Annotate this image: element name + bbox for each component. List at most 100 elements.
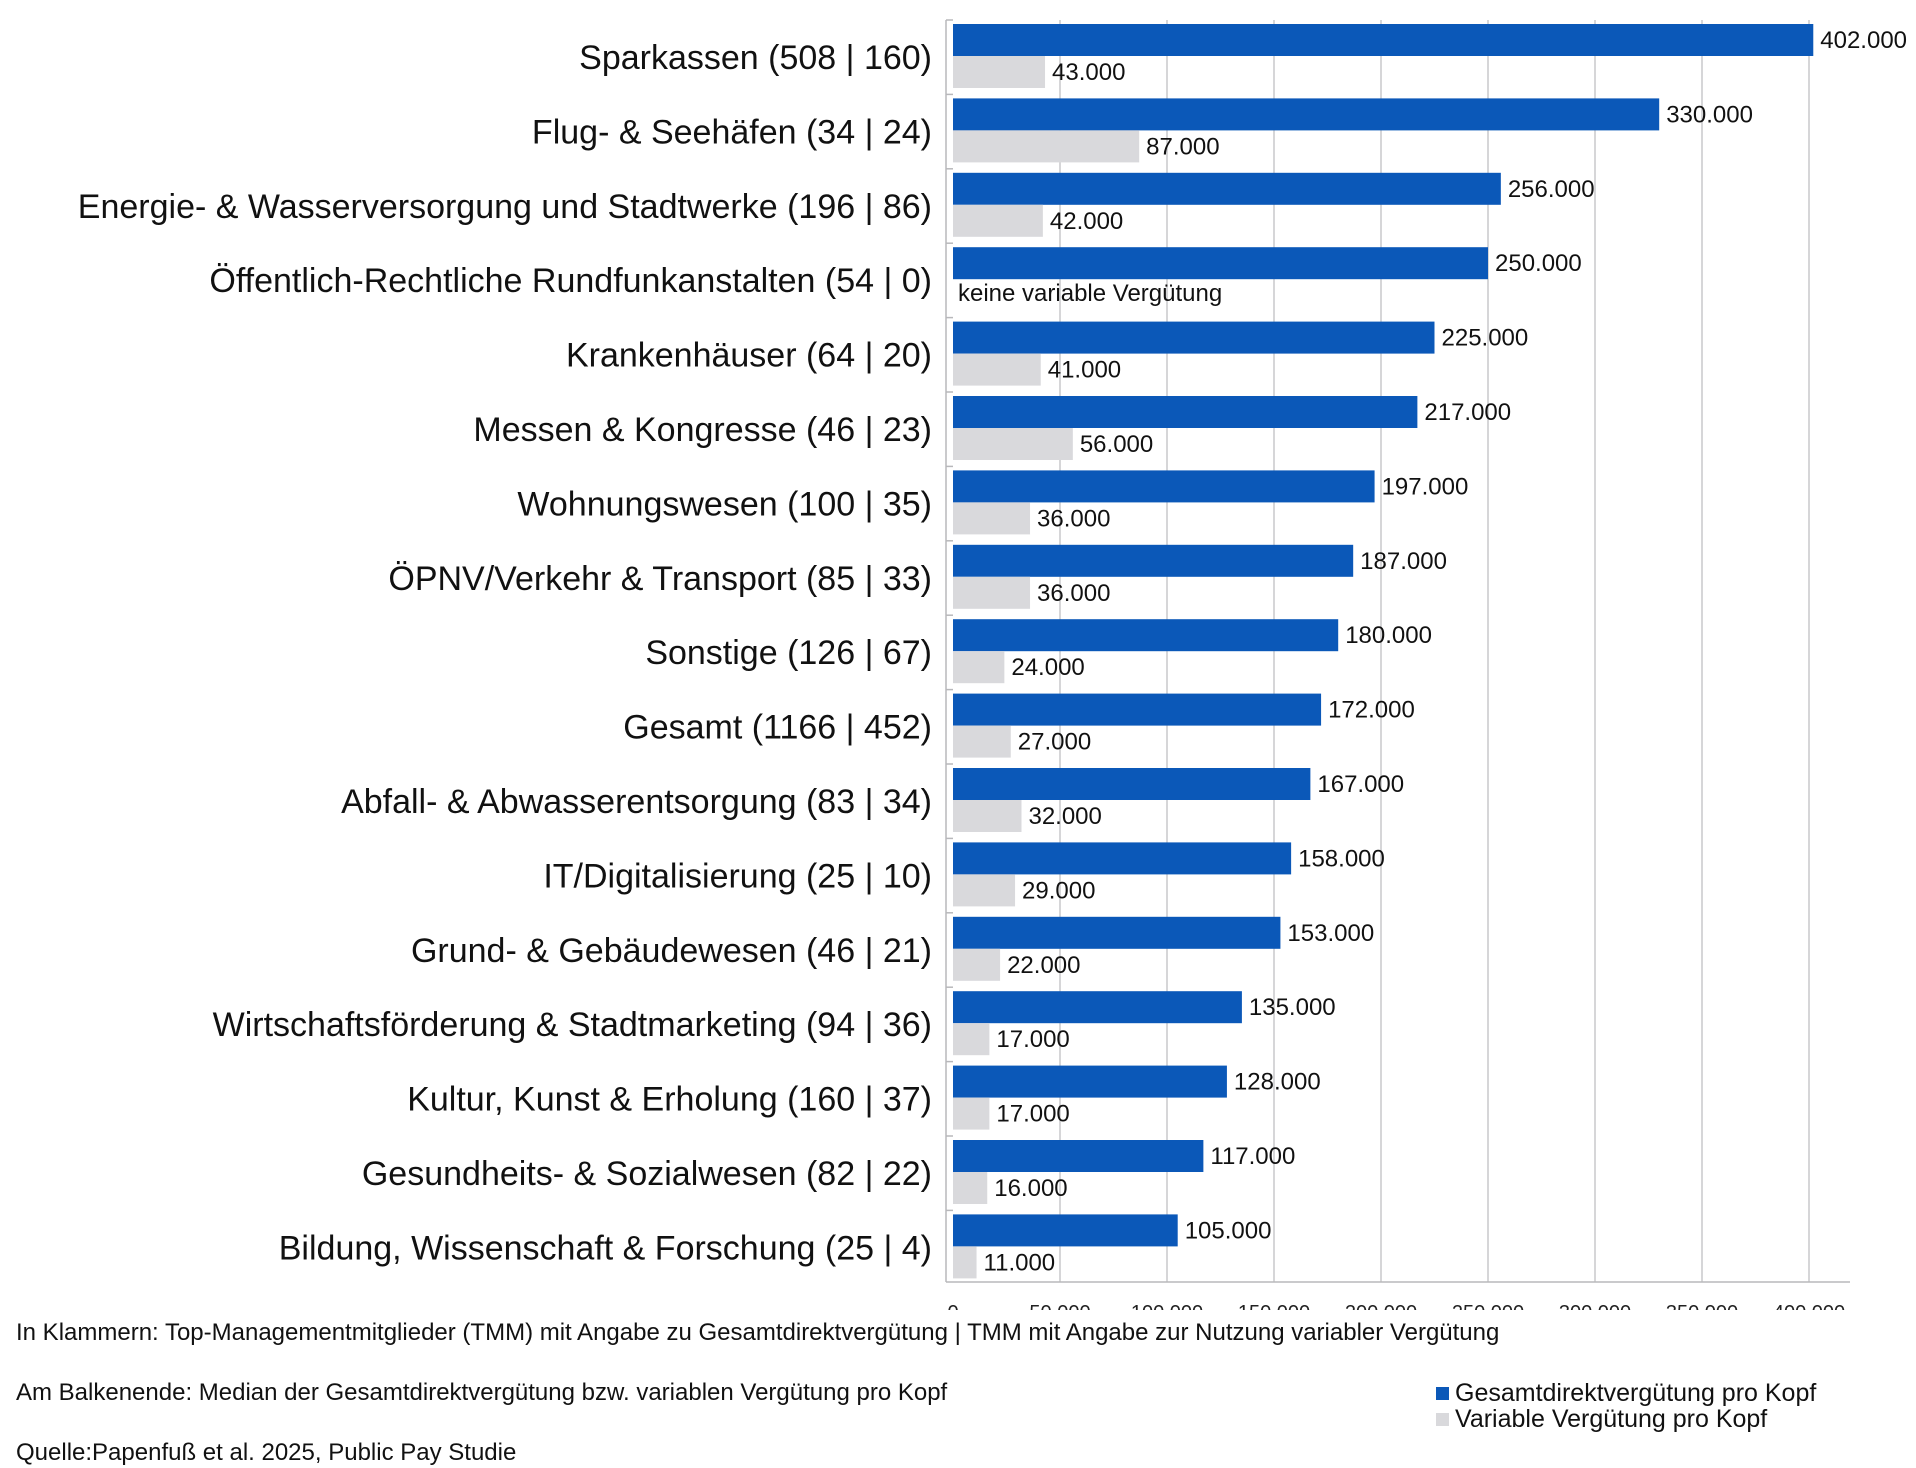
data-label-variable: 42.000 (1050, 208, 1123, 235)
category-label: IT/Digitalisierung (25 | 10) (543, 857, 932, 895)
bar-variable (953, 204, 1043, 237)
category-label: Sparkassen (508 | 160) (579, 39, 932, 77)
category-label: Kultur, Kunst & Erholung (160 | 37) (407, 1081, 932, 1119)
bar-total (953, 842, 1292, 875)
category-label: Grund- & Gebäudewesen (46 | 21) (411, 932, 932, 970)
data-label-total: 167.000 (1317, 771, 1404, 798)
bar-variable (953, 1246, 977, 1279)
bar-variable (953, 576, 1031, 609)
data-label-total: 256.000 (1508, 176, 1595, 203)
category-label: Flug- & Seehäfen (34 | 24) (532, 113, 932, 151)
bar-variable (953, 1097, 990, 1130)
data-label-variable: 29.000 (1022, 877, 1095, 904)
data-label-variable: 17.000 (996, 1026, 1069, 1053)
bar-variable (953, 1023, 990, 1056)
bar-total (953, 693, 1322, 726)
category-label: Krankenhäuser (64 | 20) (566, 337, 932, 375)
bar-total (953, 1214, 1178, 1247)
category-label: Sonstige (126 | 67) (645, 634, 932, 672)
x-tick-label: 0 (947, 1302, 958, 1310)
data-label-total: 217.000 (1424, 399, 1511, 426)
data-label-variable: 36.000 (1037, 580, 1110, 607)
bar-total (953, 24, 1814, 56)
bar-total (953, 1065, 1227, 1098)
data-label-total: 105.000 (1185, 1217, 1272, 1244)
x-tick-label: 350.000 (1666, 1302, 1738, 1310)
legend-item-total: Gesamtdirektvergütung pro Kopf (1436, 1379, 1816, 1407)
bar-total (953, 321, 1435, 354)
category-label: Gesamt (1166 | 452) (623, 709, 932, 747)
data-label-variable: 24.000 (1011, 654, 1084, 681)
data-label-total: 330.000 (1666, 101, 1753, 128)
bar-total (953, 768, 1311, 800)
x-tick-label: 50.000 (1029, 1302, 1090, 1310)
data-label-total: 250.000 (1495, 250, 1582, 277)
data-label-variable: 11.000 (984, 1249, 1056, 1276)
data-label-total: 402.000 (1820, 27, 1907, 54)
bar-variable (953, 428, 1073, 460)
bar-total (953, 470, 1375, 503)
category-label: ÖPNV/Verkehr & Transport (85 | 33) (388, 560, 932, 598)
category-label: Öffentlich-Rechtliche Rundfunkanstalten … (209, 262, 932, 300)
data-label-variable: 17.000 (996, 1101, 1069, 1128)
x-tick-label: 400.000 (1773, 1302, 1845, 1310)
bar-variable (953, 502, 1031, 535)
bar-variable (953, 725, 1011, 758)
data-label-total: 117.000 (1210, 1143, 1295, 1170)
bar-chart: 0 50.000 100.000 150.000 200.000 250.000 300.0… (78, 19, 1907, 1310)
data-label-variable: 27.000 (1018, 729, 1091, 756)
data-label-total: 135.000 (1249, 994, 1336, 1021)
data-label-total: 128.000 (1234, 1069, 1321, 1096)
bar-variable (953, 130, 1140, 163)
bar-variable (953, 1172, 988, 1204)
bar-total (953, 98, 1660, 131)
legend-item-variable: Variable Vergütung pro Kopf (1436, 1405, 1767, 1433)
category-label: Messen & Kongresse (46 | 23) (473, 411, 932, 449)
footnote-bar-end: Am Balkenende: Median der Gesamtdirektve… (16, 1379, 948, 1406)
bar-total (953, 396, 1418, 428)
data-label-total: 187.000 (1360, 548, 1447, 575)
bar-total (953, 916, 1281, 949)
legend-swatch-total (1436, 1387, 1449, 1400)
x-tick-label: 250.000 (1452, 1302, 1524, 1310)
x-tick-label: 100.000 (1131, 1302, 1203, 1310)
bar-variable (953, 948, 1001, 981)
bar-total (953, 991, 1242, 1024)
data-label-variable: keine variable Vergütung (958, 280, 1222, 307)
x-tick-label: 150.000 (1238, 1302, 1310, 1310)
bar-variable (953, 353, 1041, 386)
data-label-total: 180.000 (1345, 622, 1432, 649)
footnote-brackets: In Klammern: Top-Managementmitglieder (T… (16, 1319, 1500, 1346)
data-label-variable: 36.000 (1037, 505, 1110, 532)
data-label-variable: 22.000 (1007, 952, 1080, 979)
data-label-variable: 16.000 (994, 1175, 1067, 1202)
bar-total (953, 544, 1354, 577)
data-label-variable: 43.000 (1052, 59, 1125, 86)
category-label: Bildung, Wissenschaft & Forschung (25 | … (279, 1229, 932, 1267)
bar-total (953, 172, 1501, 205)
bar-total (953, 247, 1488, 280)
bar-total (953, 619, 1339, 652)
category-label: Wohnungswesen (100 | 35) (517, 485, 932, 523)
data-label-total: 172.000 (1328, 697, 1415, 724)
data-label-total: 153.000 (1287, 920, 1374, 947)
bar-variable (953, 874, 1016, 907)
data-label-total: 225.000 (1442, 325, 1529, 352)
source-note: Quelle:Papenfuß et al. 2025, Public Pay … (16, 1439, 517, 1466)
legend-label-variable: Variable Vergütung pro Kopf (1455, 1405, 1768, 1433)
data-label-total: 158.000 (1298, 845, 1385, 872)
x-tick-label: 200.000 (1345, 1302, 1417, 1310)
data-label-total: 197.000 (1382, 473, 1469, 500)
data-label-variable: 32.000 (1028, 803, 1101, 830)
category-label: Wirtschaftsförderung & Stadtmarketing (9… (213, 1006, 932, 1044)
legend-label-total: Gesamtdirektvergütung pro Kopf (1455, 1379, 1817, 1407)
data-label-variable: 56.000 (1080, 431, 1153, 458)
category-label: Energie- & Wasserversorgung und Stadtwer… (78, 188, 932, 226)
bar-variable (953, 651, 1005, 684)
data-label-variable: 87.000 (1146, 133, 1219, 160)
x-tick-label: 300.000 (1559, 1302, 1631, 1310)
data-label-variable: 41.000 (1048, 357, 1121, 384)
bar-total (953, 1140, 1204, 1172)
category-label: Abfall- & Abwasserentsorgung (83 | 34) (341, 783, 932, 821)
bar-variable (953, 56, 1046, 88)
